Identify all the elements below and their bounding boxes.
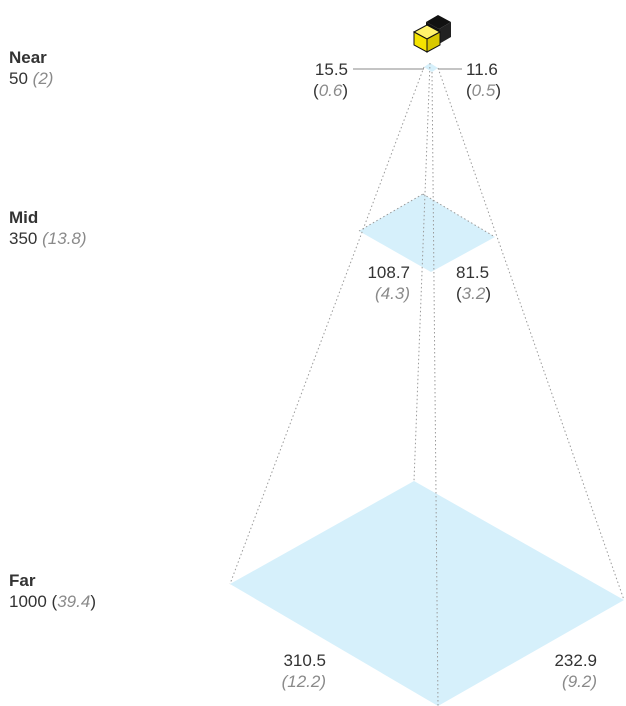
far-name: Far <box>9 571 36 590</box>
mid-height-in: 3.2 <box>461 284 486 303</box>
far-distance: 1000 <box>9 592 47 611</box>
far-width: 310.5 <box>283 651 326 670</box>
far-height-in: 9.2 <box>567 672 592 691</box>
camera-cube-icon <box>412 15 451 53</box>
mid-height-value: 81.5 (3.2) <box>456 263 491 303</box>
far-width-value: 310.5 (12.2) <box>281 651 326 691</box>
near-height: 11.6 <box>466 60 498 79</box>
far-height: 232.9 <box>554 651 597 670</box>
far-plane <box>230 481 624 706</box>
near-distance: 50 <box>9 69 28 88</box>
near-plane-label: Near 50 (2) <box>9 48 54 88</box>
mid-width-value: 108.7 (4.3) <box>367 263 410 303</box>
near-distance-in: 2 <box>38 69 48 88</box>
mid-width: 108.7 <box>367 263 410 282</box>
mid-plane-label: Mid 350 (13.8) <box>9 208 87 248</box>
near-width-in: 0.6 <box>318 81 343 100</box>
near-name: Near <box>9 48 47 67</box>
mid-plane <box>359 194 495 272</box>
near-width: 15.5 <box>314 60 348 79</box>
near-height-in: 0.5 <box>471 81 496 100</box>
mid-width-in: 4.3 <box>380 284 405 303</box>
far-width-in: 12.2 <box>287 672 321 691</box>
mid-height: 81.5 <box>456 263 490 282</box>
far-distance-in: 39.4 <box>57 592 91 611</box>
near-width-value: 15.5 (0.6) <box>313 60 348 100</box>
mid-distance: 350 <box>9 229 38 248</box>
mid-name: Mid <box>9 208 39 227</box>
far-height-value: 232.9 (9.2) <box>554 651 597 691</box>
mid-distance-in: 13.8 <box>47 229 81 248</box>
frustum-guides <box>229 62 625 706</box>
far-plane-label: Far 1000 (39.4) <box>9 571 96 611</box>
near-height-value: 11.6 (0.5) <box>466 60 501 100</box>
near-plane <box>424 63 438 72</box>
